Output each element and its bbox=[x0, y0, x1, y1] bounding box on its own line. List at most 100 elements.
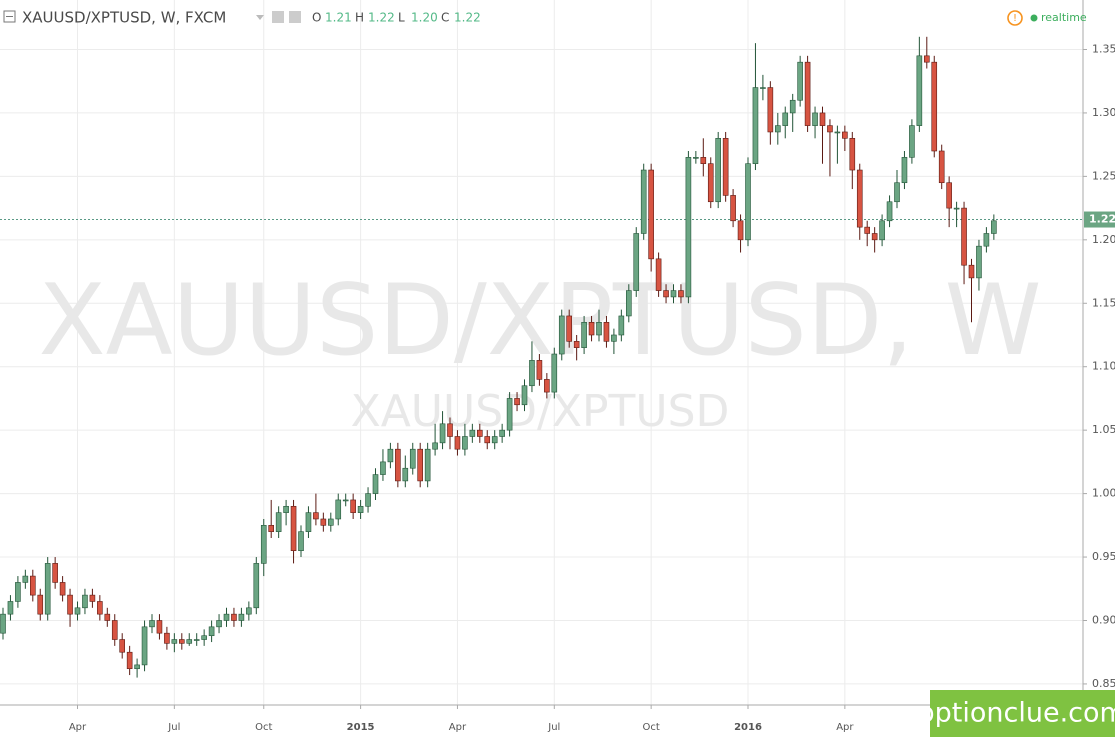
y-tick-label: 1.15 bbox=[1092, 296, 1115, 309]
candle-body bbox=[923, 55, 930, 63]
candle-body bbox=[901, 157, 908, 184]
candle-body bbox=[134, 664, 140, 670]
ohlc-value: 1.22 bbox=[368, 11, 395, 25]
candle-body bbox=[223, 613, 230, 621]
candle-body bbox=[611, 334, 617, 342]
ohlc: O 1.21 H 1.22 L 1.20 C 1.22 bbox=[312, 11, 481, 25]
candle-body bbox=[819, 112, 826, 126]
candle-body bbox=[119, 639, 125, 653]
ohlc-value: 1.20 bbox=[411, 11, 438, 25]
candle-body bbox=[7, 601, 14, 615]
candle-body bbox=[834, 131, 841, 134]
ohlc-key: H bbox=[355, 11, 364, 25]
candle-body bbox=[491, 436, 498, 444]
candle-body bbox=[365, 493, 371, 507]
candle-body bbox=[37, 594, 44, 615]
candle-body bbox=[484, 436, 491, 444]
candle-body bbox=[871, 233, 878, 241]
status: realtime bbox=[1041, 11, 1087, 24]
candle-body bbox=[961, 207, 967, 266]
candle-body bbox=[633, 233, 640, 291]
candle-body bbox=[342, 499, 349, 502]
candle-body bbox=[454, 436, 461, 450]
settings-icon[interactable] bbox=[289, 11, 301, 23]
candle-body bbox=[774, 125, 781, 133]
candle-body bbox=[402, 467, 409, 482]
last-price-tag bbox=[1084, 211, 1115, 228]
alert-icon[interactable] bbox=[1007, 10, 1023, 26]
candle-body bbox=[894, 182, 900, 203]
candle-body bbox=[715, 138, 722, 203]
candle-body bbox=[976, 245, 982, 279]
x-tick-label: Apr bbox=[69, 722, 87, 733]
candle-body bbox=[827, 125, 833, 133]
candle-body bbox=[737, 220, 744, 241]
candle-body bbox=[82, 594, 88, 609]
candle-body bbox=[320, 518, 327, 526]
candle-body bbox=[797, 61, 803, 101]
candle-body bbox=[581, 322, 587, 348]
candle-body bbox=[149, 620, 155, 628]
candle-body bbox=[179, 639, 185, 644]
candle-body bbox=[409, 448, 416, 469]
candle-body bbox=[327, 518, 334, 526]
candle-body bbox=[208, 626, 215, 637]
candle-body bbox=[439, 423, 446, 444]
candle-body bbox=[313, 512, 319, 520]
candle-body bbox=[186, 639, 193, 644]
symbol-dropdown[interactable] bbox=[256, 15, 264, 20]
ohlc-value: 1.21 bbox=[325, 11, 352, 25]
candle-body bbox=[506, 398, 513, 431]
candle-body bbox=[424, 448, 431, 482]
candle-body bbox=[164, 632, 170, 644]
candle-body bbox=[536, 360, 543, 380]
watermark-sub: XAUUSD/XPTUSD bbox=[351, 386, 730, 437]
candle-body bbox=[111, 620, 118, 640]
candle-body bbox=[372, 474, 379, 494]
candle-body bbox=[395, 448, 401, 482]
candle-body bbox=[298, 531, 304, 552]
brand[interactable]: optionclue.com bbox=[918, 698, 1115, 729]
status-dot bbox=[1030, 14, 1038, 22]
candle-body bbox=[67, 594, 73, 615]
candle-body bbox=[126, 651, 133, 670]
candle-body bbox=[156, 620, 163, 634]
candle-body bbox=[603, 322, 610, 342]
candle-body bbox=[849, 138, 856, 171]
candle-body bbox=[305, 512, 312, 532]
symbol[interactable]: XAUUSD/XPTUSD, W, FXCM bbox=[22, 9, 226, 27]
candle-body bbox=[432, 442, 438, 450]
candle-body bbox=[745, 163, 751, 241]
grid bbox=[0, 0, 1083, 705]
candle-body bbox=[789, 99, 796, 114]
candle-body bbox=[767, 87, 774, 133]
candle-body bbox=[707, 163, 714, 203]
candle-body bbox=[752, 87, 759, 164]
x-tick-label: Jul bbox=[167, 722, 180, 733]
candle-body bbox=[700, 157, 707, 164]
candle-body bbox=[558, 315, 565, 355]
candle-body bbox=[529, 360, 535, 387]
candle-body bbox=[193, 639, 200, 641]
candles bbox=[0, 36, 1083, 678]
collapse-icon[interactable] bbox=[3, 10, 16, 23]
candle-body bbox=[760, 87, 766, 89]
candle-body bbox=[596, 322, 602, 336]
candle-body bbox=[476, 429, 483, 437]
alert-icon-mark: ! bbox=[1013, 13, 1017, 24]
candle-body bbox=[842, 131, 848, 139]
settings-icon[interactable] bbox=[272, 11, 284, 23]
candle-body bbox=[22, 575, 29, 583]
candle-body bbox=[29, 575, 36, 596]
x-tick-label: 2016 bbox=[734, 722, 762, 733]
candle-body bbox=[663, 290, 669, 298]
candle-body bbox=[15, 582, 21, 602]
candle-body bbox=[357, 505, 364, 513]
candle-body bbox=[588, 322, 595, 336]
candle-body bbox=[886, 201, 893, 222]
candle-body bbox=[625, 290, 632, 317]
candle-body bbox=[931, 61, 938, 152]
ohlc-key: O bbox=[312, 11, 321, 25]
candle-body bbox=[864, 226, 871, 234]
